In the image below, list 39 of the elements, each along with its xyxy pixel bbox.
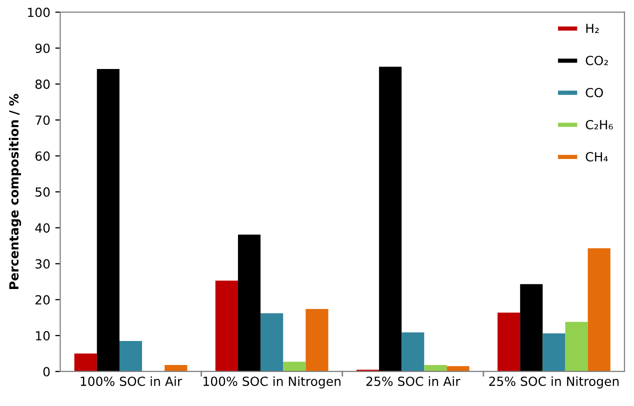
x-tick-label: 100% SOC in Nitrogen (204, 376, 340, 388)
x-tick-label: 25% SOC in Air (366, 376, 460, 386)
bar (542, 333, 566, 372)
y-tick-label: 20 (36, 295, 50, 305)
bar (119, 340, 142, 372)
bar (498, 312, 520, 372)
y-tick-label: 70 (36, 115, 50, 125)
legend-label: H₂ (586, 24, 599, 33)
y-axis-title: Percentage composition / % (8, 94, 22, 289)
bar (260, 313, 284, 372)
y-tick-label: 60 (35, 151, 50, 161)
bar (74, 354, 97, 372)
y-tick-label: 10 (36, 331, 50, 340)
bar (446, 366, 470, 372)
bar (424, 365, 447, 372)
bar (520, 284, 543, 372)
x-tick-label: 25% SOC in Nitrogen (489, 376, 619, 388)
bar (402, 332, 424, 372)
legend-label: CO₂ (586, 56, 608, 66)
bar (306, 308, 328, 372)
y-tick-label: 50 (36, 187, 50, 197)
bar (215, 280, 238, 372)
bar (565, 322, 588, 372)
y-tick-label: 90 (35, 44, 50, 54)
bar (283, 362, 306, 372)
legend-label: CO (586, 88, 603, 98)
y-tick-label: 30 (36, 259, 50, 269)
y-tick-label: 100 (28, 8, 50, 18)
y-tick-label: 40 (35, 223, 50, 233)
y-tick-label: 0 (43, 366, 50, 376)
legend-label: C₂H₆ (586, 120, 613, 130)
bar (96, 68, 120, 372)
y-tick-label: 80 (35, 80, 50, 89)
x-tick-label: 100% SOC in Air (80, 376, 182, 386)
bar (164, 365, 188, 372)
bar (379, 66, 402, 372)
bar (238, 234, 261, 372)
bar (588, 248, 610, 372)
legend-label: CH₄ (586, 152, 608, 162)
